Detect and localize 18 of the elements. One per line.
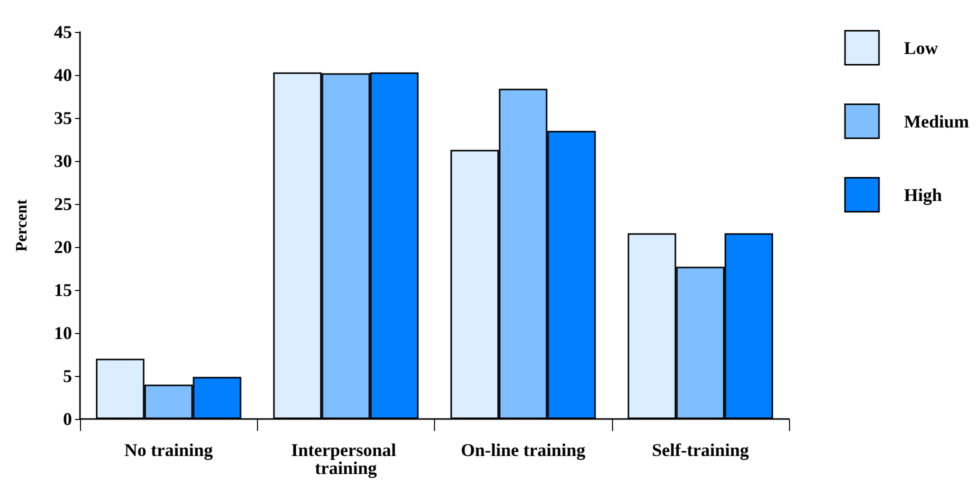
- y-tick-label: 20: [54, 237, 72, 257]
- x-tick-label: Self-training: [652, 440, 749, 460]
- y-tick-label: 25: [54, 194, 72, 214]
- y-tick-label: 0: [63, 409, 72, 429]
- y-axis-title: Percent: [14, 198, 30, 252]
- y-tick-label: 45: [54, 22, 72, 42]
- y-tick-label: 40: [54, 65, 72, 85]
- legend-label: Low: [904, 38, 938, 58]
- x-tick-label: No training: [124, 440, 213, 460]
- legend-label: Medium: [904, 111, 970, 132]
- x-tick-label: On-line training: [460, 440, 586, 460]
- y-tick-label: 15: [54, 280, 72, 300]
- y-tick-label: 10: [54, 323, 72, 343]
- y-tick-label: 5: [63, 366, 72, 386]
- legend-label: High: [904, 184, 942, 205]
- x-tick-label: Interpersonal training: [291, 440, 401, 478]
- y-tick-label: 35: [54, 108, 72, 128]
- y-tick-label: 30: [54, 151, 72, 171]
